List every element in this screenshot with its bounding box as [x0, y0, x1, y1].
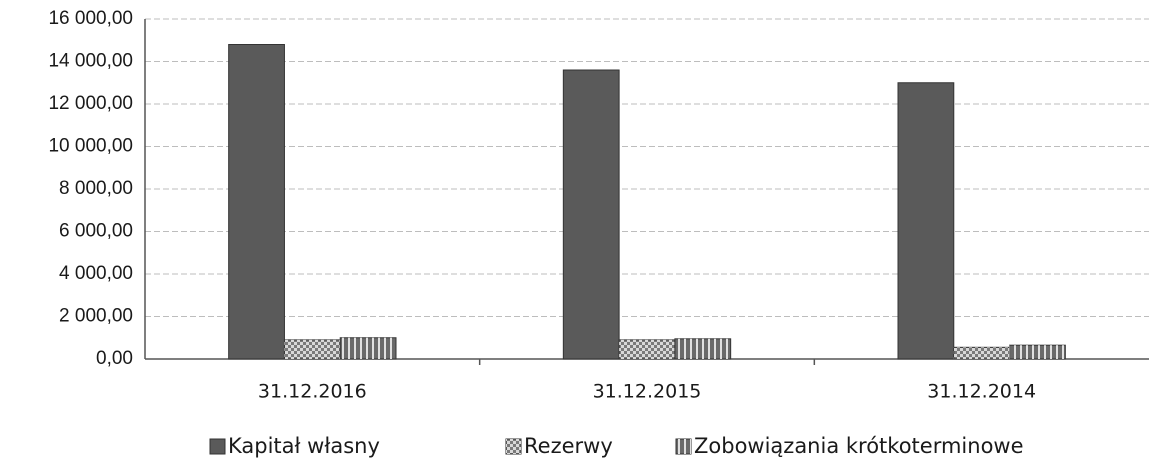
x-tick-label: 31.12.2015: [593, 381, 702, 403]
y-tick-label: 6 000,00: [59, 221, 133, 242]
y-tick-label: 14 000,00: [48, 51, 133, 72]
bar-texture: [284, 339, 341, 359]
y-tick-label: 2 000,00: [59, 306, 133, 327]
y-tick-label: 0,00: [96, 348, 133, 369]
bar-texture: [340, 337, 396, 359]
bar-texture: [619, 339, 675, 359]
y-tick-label: 10 000,00: [48, 136, 133, 157]
legend-label: Rezerwy: [524, 434, 613, 458]
bar-texture: [228, 44, 285, 359]
legend-swatch-texture: [506, 439, 521, 454]
y-tick-label: 4 000,00: [59, 263, 133, 284]
y-tick-label: 16 000,00: [48, 8, 133, 29]
x-tick-label: 31.12.2014: [927, 381, 1036, 403]
legend-label: Kapitał własny: [228, 434, 380, 458]
y-tick-label: 12 000,00: [48, 93, 133, 114]
legend-swatch-texture: [676, 439, 691, 454]
legend-label: Zobowiązania krótkoterminowe: [694, 434, 1024, 458]
bar-texture: [898, 82, 954, 359]
bar-texture: [953, 347, 1010, 359]
y-tick-label: 8 000,00: [59, 178, 133, 199]
legend-swatch-texture: [210, 439, 225, 454]
x-tick-label: 31.12.2016: [258, 381, 367, 403]
bar-texture: [1009, 345, 1066, 359]
bar-texture: [563, 70, 620, 359]
bar-texture: [674, 338, 731, 359]
